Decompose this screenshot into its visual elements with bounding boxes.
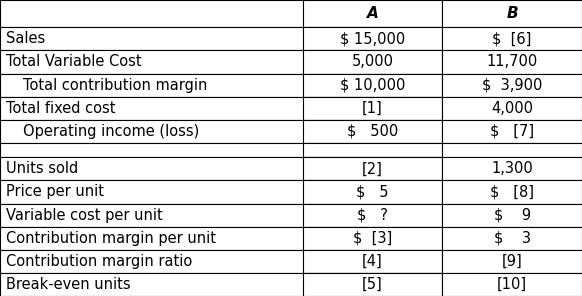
Text: 5,000: 5,000 <box>352 54 393 70</box>
Bar <box>303 143 442 157</box>
Bar <box>0 204 442 227</box>
Bar <box>442 120 582 143</box>
Bar <box>442 27 582 50</box>
Bar <box>0 120 442 143</box>
Bar <box>303 96 442 120</box>
Text: 11,700: 11,700 <box>487 54 538 70</box>
Text: $   [7]: $ [7] <box>490 124 534 139</box>
Text: Contribution margin ratio: Contribution margin ratio <box>6 254 192 269</box>
Text: $    3: $ 3 <box>494 231 531 246</box>
Bar <box>303 73 442 96</box>
Bar <box>0 27 442 50</box>
Bar <box>0 143 442 157</box>
Text: Variable cost per unit: Variable cost per unit <box>6 207 162 223</box>
Bar <box>303 120 442 143</box>
Bar <box>0 96 442 120</box>
Text: A: A <box>367 6 378 21</box>
Text: $ 10,000: $ 10,000 <box>340 78 405 93</box>
Text: Break-even units: Break-even units <box>6 277 130 292</box>
Bar <box>0 273 442 296</box>
Bar <box>442 50 582 73</box>
Bar <box>303 157 442 181</box>
Text: $  3,900: $ 3,900 <box>482 78 542 93</box>
Bar <box>442 181 582 204</box>
Text: $  [3]: $ [3] <box>353 231 392 246</box>
Text: Total Variable Cost: Total Variable Cost <box>6 54 141 70</box>
Bar <box>442 143 582 157</box>
Text: [10]: [10] <box>497 277 527 292</box>
Text: Total contribution margin: Total contribution margin <box>23 78 208 93</box>
Bar <box>303 181 442 204</box>
Text: Contribution margin per unit: Contribution margin per unit <box>6 231 216 246</box>
Bar <box>442 250 582 273</box>
Text: $    9: $ 9 <box>494 207 531 223</box>
Bar <box>303 0 442 27</box>
Bar <box>442 0 582 27</box>
Text: Total fixed cost: Total fixed cost <box>6 101 115 116</box>
Text: $   ?: $ ? <box>357 207 388 223</box>
Text: $ 15,000: $ 15,000 <box>340 31 405 46</box>
Text: Operating income (loss): Operating income (loss) <box>23 124 200 139</box>
Text: 4,000: 4,000 <box>491 101 533 116</box>
Text: B: B <box>506 6 518 21</box>
Text: $   5: $ 5 <box>356 184 389 200</box>
Text: $   [8]: $ [8] <box>490 184 534 200</box>
Bar <box>303 50 442 73</box>
Bar <box>0 250 442 273</box>
Bar <box>442 73 582 96</box>
Text: [4]: [4] <box>362 254 383 269</box>
Bar <box>303 250 442 273</box>
Bar <box>303 27 442 50</box>
Bar <box>0 181 442 204</box>
Bar <box>0 73 442 96</box>
Bar <box>442 227 582 250</box>
Bar <box>303 273 442 296</box>
Text: [9]: [9] <box>502 254 523 269</box>
Bar <box>0 50 442 73</box>
Text: Price per unit: Price per unit <box>6 184 104 200</box>
Bar <box>442 157 582 181</box>
Text: $   500: $ 500 <box>347 124 398 139</box>
Text: Sales: Sales <box>6 31 45 46</box>
Text: 1,300: 1,300 <box>491 161 533 176</box>
Bar <box>0 157 442 181</box>
Bar <box>0 227 442 250</box>
Bar <box>303 204 442 227</box>
Bar <box>0 0 582 27</box>
Bar <box>442 96 582 120</box>
Text: [2]: [2] <box>362 161 383 176</box>
Bar <box>442 204 582 227</box>
Text: [5]: [5] <box>362 277 383 292</box>
Text: Units sold: Units sold <box>6 161 78 176</box>
Text: [1]: [1] <box>362 101 383 116</box>
Bar <box>303 227 442 250</box>
Bar <box>442 273 582 296</box>
Text: $  [6]: $ [6] <box>492 31 532 46</box>
